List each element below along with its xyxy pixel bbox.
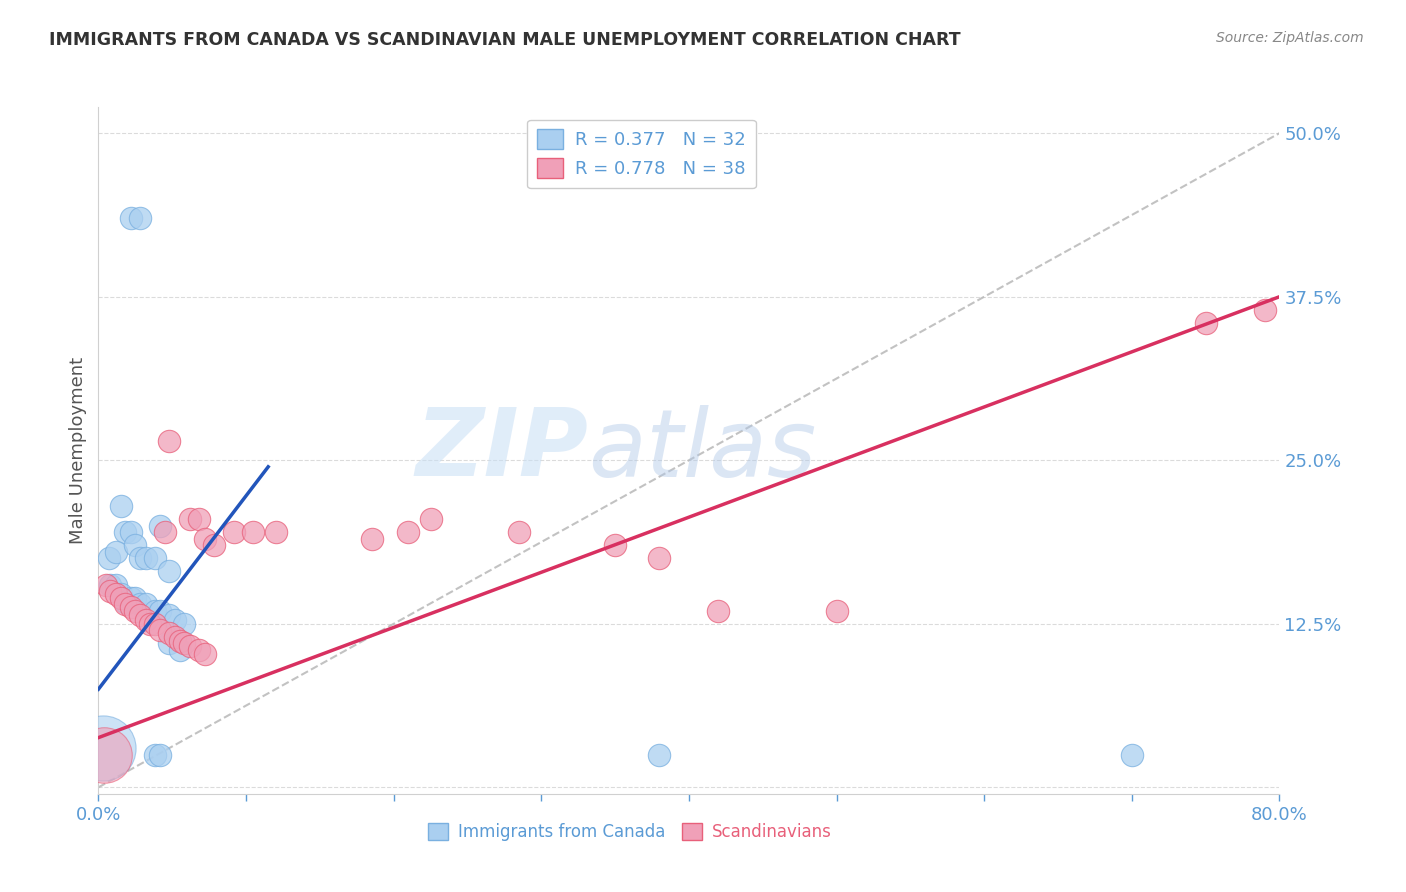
Point bbox=[242, 525, 264, 540]
Point bbox=[157, 636, 180, 650]
Point bbox=[419, 512, 441, 526]
Legend: Immigrants from Canada, Scandinavians: Immigrants from Canada, Scandinavians bbox=[422, 816, 838, 847]
Point bbox=[124, 538, 146, 552]
Point bbox=[224, 525, 246, 540]
Point bbox=[120, 211, 142, 226]
Point bbox=[707, 604, 730, 618]
Point bbox=[149, 518, 172, 533]
Point bbox=[360, 532, 382, 546]
Point bbox=[508, 525, 530, 540]
Point bbox=[114, 525, 136, 540]
Point bbox=[825, 604, 848, 618]
Point bbox=[202, 538, 225, 552]
Point bbox=[169, 643, 191, 657]
Text: ZIP: ZIP bbox=[416, 404, 589, 497]
Point bbox=[110, 587, 132, 601]
Point bbox=[187, 512, 209, 526]
Point bbox=[120, 591, 142, 605]
Point bbox=[398, 525, 420, 540]
Point bbox=[1254, 302, 1277, 317]
Point bbox=[128, 551, 150, 566]
Point bbox=[93, 747, 115, 762]
Point bbox=[1121, 747, 1143, 762]
Point bbox=[128, 607, 150, 622]
Point bbox=[143, 604, 166, 618]
Point bbox=[110, 499, 132, 513]
Point bbox=[169, 633, 191, 648]
Point bbox=[135, 597, 157, 611]
Point bbox=[157, 434, 180, 448]
Point bbox=[124, 591, 146, 605]
Point bbox=[120, 599, 142, 614]
Y-axis label: Male Unemployment: Male Unemployment bbox=[69, 357, 87, 544]
Point bbox=[157, 626, 180, 640]
Point bbox=[194, 532, 217, 546]
Point bbox=[149, 624, 172, 638]
Point bbox=[135, 551, 157, 566]
Point bbox=[648, 747, 671, 762]
Point bbox=[143, 616, 166, 631]
Point bbox=[143, 747, 166, 762]
Point bbox=[98, 577, 121, 591]
Point bbox=[149, 747, 172, 762]
Point bbox=[110, 591, 132, 605]
Point bbox=[194, 647, 217, 661]
Point bbox=[120, 525, 142, 540]
Point bbox=[165, 613, 187, 627]
Point bbox=[139, 616, 162, 631]
Point bbox=[179, 512, 201, 526]
Point bbox=[165, 630, 187, 644]
Point bbox=[98, 584, 121, 599]
Point bbox=[187, 643, 209, 657]
Point bbox=[264, 525, 287, 540]
Point bbox=[114, 597, 136, 611]
Point bbox=[97, 551, 120, 566]
Point bbox=[128, 597, 150, 611]
Point bbox=[143, 551, 166, 566]
Point bbox=[105, 587, 128, 601]
Point bbox=[128, 211, 150, 226]
Point bbox=[1195, 316, 1218, 330]
Text: Source: ZipAtlas.com: Source: ZipAtlas.com bbox=[1216, 31, 1364, 45]
Point bbox=[153, 525, 176, 540]
Point bbox=[157, 607, 180, 622]
Point bbox=[648, 551, 671, 566]
Point bbox=[135, 613, 157, 627]
Point bbox=[91, 741, 114, 756]
Point bbox=[179, 639, 201, 653]
Point bbox=[157, 565, 180, 579]
Point bbox=[114, 594, 136, 608]
Text: atlas: atlas bbox=[589, 405, 817, 496]
Point bbox=[105, 545, 128, 559]
Point bbox=[605, 538, 627, 552]
Point bbox=[105, 577, 128, 591]
Point bbox=[124, 604, 146, 618]
Point bbox=[94, 577, 117, 591]
Text: IMMIGRANTS FROM CANADA VS SCANDINAVIAN MALE UNEMPLOYMENT CORRELATION CHART: IMMIGRANTS FROM CANADA VS SCANDINAVIAN M… bbox=[49, 31, 960, 49]
Point bbox=[173, 636, 195, 650]
Point bbox=[173, 616, 195, 631]
Point bbox=[149, 604, 172, 618]
